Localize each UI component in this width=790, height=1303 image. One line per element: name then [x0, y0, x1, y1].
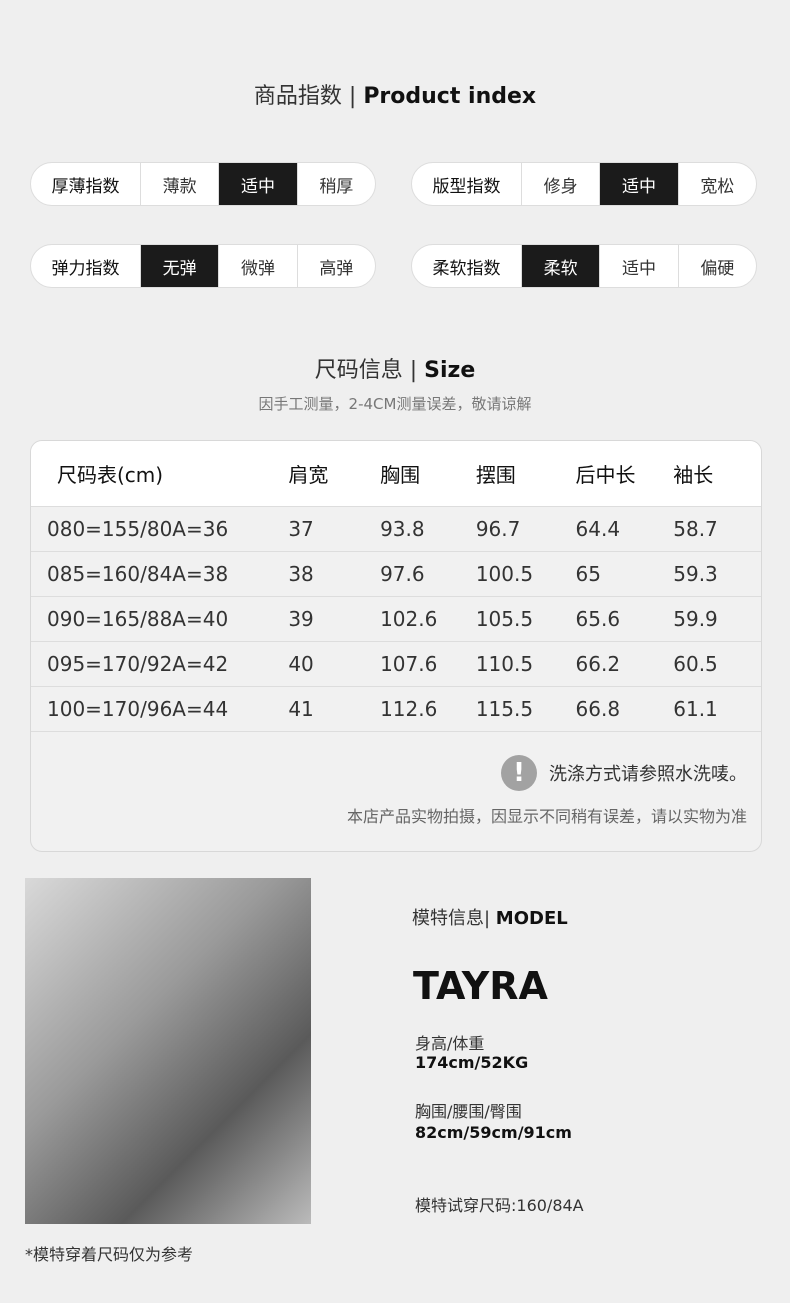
wash-note: ! 洗涤方式请参照水洗唛。 — [501, 755, 747, 791]
index-option: 微弹 — [219, 245, 298, 287]
table-cell: 090=165/88A=40 — [47, 607, 229, 631]
table-cell: 37 — [288, 517, 314, 541]
table-cell: 61.1 — [673, 697, 718, 721]
photo-note: *模特穿着尺码仅为参考 — [25, 1245, 194, 1264]
index-option: 适中 — [219, 163, 298, 205]
measurements-label: 胸围/腰围/臀围 — [415, 1102, 522, 1121]
index-option: 薄款 — [141, 163, 220, 205]
table-cell: 59.3 — [673, 562, 718, 586]
table-cell: 110.5 — [475, 652, 534, 676]
product-index-title: 商品指数 | Product index — [253, 84, 537, 109]
table-cell: 66.8 — [575, 697, 621, 721]
height-weight-label: 身高/体重 — [415, 1034, 485, 1053]
table-row: 085=160/84A=38 38 97.6 100.5 65 59.3 — [31, 552, 761, 597]
exclamation-icon: ! — [501, 755, 537, 791]
table-cell: 100=170/96A=44 — [47, 697, 229, 721]
table-row: 095=170/92A=42 40 107.6 110.5 66.2 60.5 — [31, 642, 761, 687]
disclaimer: 本店产品实物拍摄，因显示不同稍有误差，请以实物为准 — [346, 807, 747, 826]
table-cell: 65.6 — [575, 607, 621, 631]
model-title: 模特信息| MODEL — [412, 908, 568, 929]
table-cell: 41 — [288, 697, 314, 721]
index-option: 无弹 — [141, 245, 220, 287]
table-cell: 085=160/84A=38 — [47, 562, 229, 586]
index-group: 柔软指数 柔软 适中 偏硬 — [411, 244, 757, 288]
table-cell: 66.2 — [575, 652, 621, 676]
index-label: 柔软指数 — [412, 245, 522, 287]
size-table: 尺码表(cm) 肩宽 胸围 摆围 后中长 袖长 080=155/80A=36 37 93.8 9… — [30, 440, 762, 852]
model-photo — [25, 878, 311, 1224]
size-title: 尺码信息 | Size — [314, 358, 476, 383]
table-cell: 080=155/80A=36 — [47, 517, 229, 541]
index-option: 适中 — [600, 245, 679, 287]
table-cell: 100.5 — [475, 562, 534, 586]
index-option: 柔软 — [522, 245, 601, 287]
table-cell: 38 — [288, 562, 314, 586]
measurements-value: 82cm/59cm/91cm — [415, 1123, 572, 1142]
table-row: 090=165/88A=40 39 102.6 105.5 65.6 59.9 — [31, 597, 761, 642]
index-label: 弹力指数 — [31, 245, 141, 287]
table-cell: 96.7 — [475, 517, 521, 541]
table-cell: 112.6 — [380, 697, 438, 721]
index-option: 稍厚 — [319, 176, 354, 197]
index-option: 高弹 — [319, 258, 354, 279]
table-cell: 115.5 — [475, 697, 534, 721]
column-header: 肩宽 — [288, 463, 329, 487]
table-cell: 095=170/92A=42 — [47, 652, 229, 676]
column-header: 后中长 — [575, 463, 636, 487]
index-group: 厚薄指数 薄款 适中 稍厚 — [30, 162, 376, 206]
table-cell: 60.5 — [673, 652, 718, 676]
table-row: 100=170/96A=44 41 112.6 115.5 66.8 61.1 — [31, 687, 761, 732]
index-group: 弹力指数 无弹 微弹 高弹 — [30, 244, 376, 288]
index-option: 修身 — [522, 163, 601, 205]
table-cell: 105.5 — [475, 607, 534, 631]
table-cell: 102.6 — [380, 607, 438, 631]
table-cell: 107.6 — [380, 652, 438, 676]
table-cell: 65 — [575, 562, 601, 586]
index-option: 适中 — [600, 163, 679, 205]
model-name: TAYRA — [413, 964, 548, 1008]
table-cell: 59.9 — [673, 607, 718, 631]
index-label: 版型指数 — [412, 163, 522, 205]
column-header: 袖长 — [673, 463, 714, 487]
table-cell: 58.7 — [673, 517, 718, 541]
table-row: 080=155/80A=36 37 93.8 96.7 64.4 58.7 — [31, 507, 761, 552]
column-header: 胸围 — [380, 463, 421, 487]
table-cell: 93.8 — [380, 517, 425, 541]
index-label: 厚薄指数 — [31, 163, 141, 205]
index-option: 宽松 — [700, 176, 735, 197]
column-header: 摆围 — [475, 463, 516, 487]
wash-note-text: 洗涤方式请参照水洗唛。 — [549, 764, 747, 785]
table-cell: 40 — [288, 652, 314, 676]
height-weight-value: 174cm/52KG — [415, 1053, 529, 1072]
table-cell: 97.6 — [380, 562, 425, 586]
size-subtitle: 因手工测量，2-4CM测量误差，敬请谅解 — [258, 395, 532, 413]
table-cell: 39 — [288, 607, 314, 631]
table-cell: 64.4 — [575, 517, 621, 541]
index-option: 偏硬 — [700, 258, 735, 279]
table-header: 尺码表(cm) 肩宽 胸围 摆围 后中长 袖长 — [31, 441, 761, 507]
try-size: 模特试穿尺码:160/84A — [415, 1196, 584, 1215]
index-group: 版型指数 修身 适中 宽松 — [411, 162, 757, 206]
column-header: 尺码表(cm) — [57, 463, 164, 487]
